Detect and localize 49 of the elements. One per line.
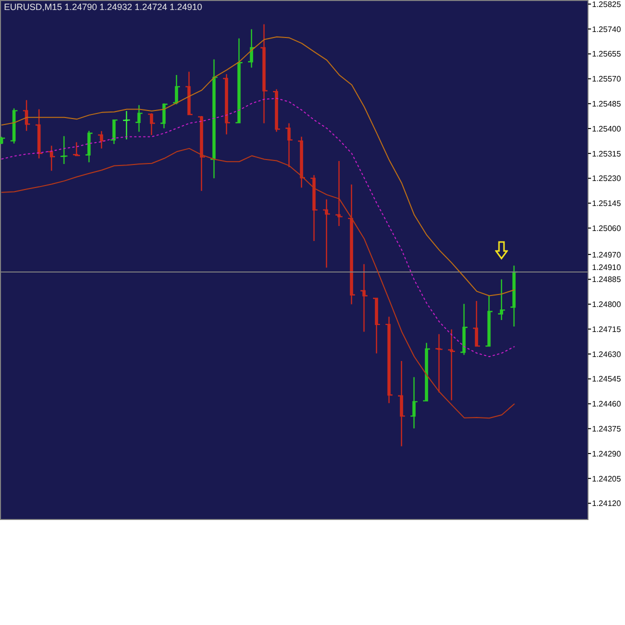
- candlestick: [60, 136, 68, 165]
- candlestick: [334, 160, 344, 227]
- y-tick-label: 1.24205: [592, 474, 622, 484]
- candlestick: [410, 376, 418, 429]
- y-tick-label: 1.24970: [592, 250, 622, 260]
- candlestick: [47, 145, 56, 172]
- y-tick-label: 1.24545: [592, 374, 622, 384]
- y-tick-label: 1.24120: [592, 499, 622, 508]
- candlestick: [147, 112, 156, 136]
- y-tick-label: 1.25315: [592, 149, 622, 158]
- line-series: [1, 148, 515, 419]
- candlestick: [460, 303, 468, 356]
- candlestick: [434, 333, 444, 393]
- y-tick-label: 1.25230: [592, 174, 622, 184]
- candlestick: [472, 300, 481, 347]
- chart-title: EURUSD,M15 1.24790 1.24932 1.24724 1.24910: [4, 2, 202, 13]
- y-tick-label: 1.25740: [592, 24, 622, 34]
- candlestick: [97, 130, 106, 150]
- line-series: [1, 98, 515, 358]
- y-tick-label: 1.24460: [592, 400, 622, 409]
- candlestick: [284, 122, 294, 168]
- y-tick-label: 1.25060: [592, 224, 622, 233]
- candlestick: [134, 104, 144, 132]
- y-tick-label: 1.25825: [592, 0, 622, 9]
- candlestick: [497, 278, 506, 321]
- y-tick-label: 1.25570: [592, 74, 622, 84]
- y-tick-label: 1.24885: [592, 275, 622, 284]
- y-tick-label: 1.25485: [592, 99, 622, 108]
- candlestick: [122, 110, 131, 140]
- candlestick: [360, 264, 368, 332]
- candlestick: [72, 142, 81, 157]
- y-tick-label: 1.24375: [592, 424, 622, 434]
- candlestick: [372, 298, 381, 354]
- y-tick-label: 1.25655: [592, 50, 622, 59]
- candlestick: [310, 174, 318, 242]
- y-tick-label: 1.24715: [592, 324, 622, 334]
- ref-line-label: 1.24910: [592, 263, 622, 272]
- y-tick-label: 1.25145: [592, 199, 622, 208]
- y-tick-label: 1.24630: [592, 350, 622, 359]
- candlestick: [447, 328, 456, 401]
- candlestick: [322, 198, 331, 268]
- candlestick: [22, 100, 31, 132]
- candlestick: [397, 360, 406, 447]
- candlestick: [247, 28, 256, 68]
- y-tick-label: 1.24800: [592, 300, 622, 310]
- candlestick: [260, 24, 268, 124]
- y-tick-label: 1.25400: [592, 124, 622, 134]
- line-series: [1, 36, 515, 296]
- y-tick-label: 1.24290: [592, 449, 622, 458]
